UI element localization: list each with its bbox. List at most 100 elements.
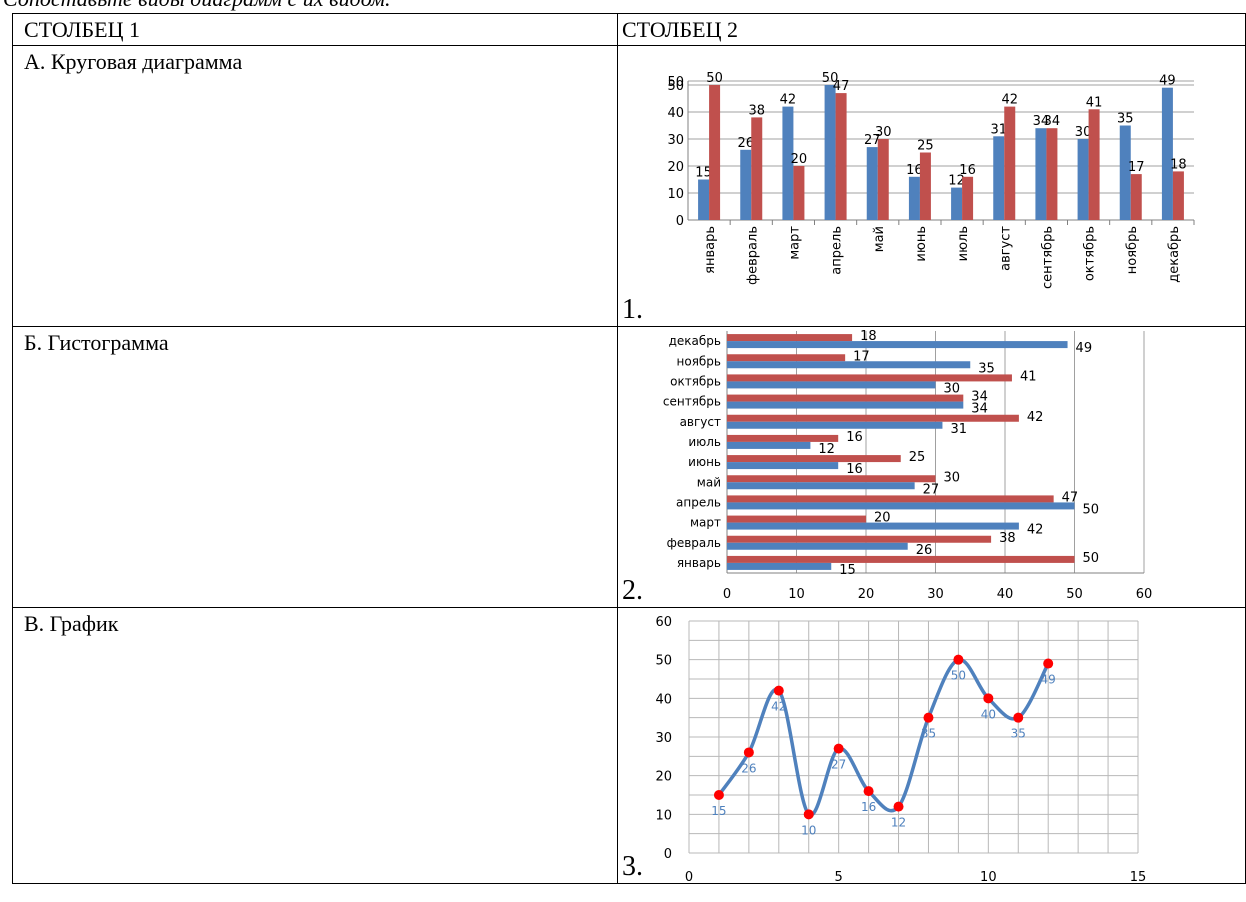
bar <box>698 179 710 220</box>
data-label: 35 <box>1011 727 1026 741</box>
data-label: 47 <box>1062 490 1079 505</box>
row-label-cell: А. Круговая диаграмма <box>12 45 618 327</box>
data-label: 17 <box>1128 160 1145 175</box>
table-header-row: СТОЛБЕЦ 1 СТОЛБЕЦ 2 <box>12 13 1246 46</box>
data-label: 41 <box>1086 95 1103 110</box>
bar <box>1172 171 1184 220</box>
bar <box>727 374 1012 382</box>
bar <box>727 361 971 369</box>
bar <box>727 542 908 550</box>
data-label: 50 <box>951 669 966 683</box>
data-label: 34 <box>971 402 988 417</box>
x-tick-label: июль <box>956 226 971 261</box>
bar <box>727 414 1019 422</box>
column-chart: 01020304050501550январь2638февраль4220ма… <box>667 71 1195 289</box>
bar <box>1046 128 1058 220</box>
data-label: 40 <box>981 707 996 721</box>
x-tick-label: сентябрь <box>1040 226 1055 289</box>
y-tick-label: август <box>680 415 721 429</box>
x-tick-label: январь <box>703 226 718 274</box>
data-point <box>773 685 784 696</box>
data-label: 30 <box>875 125 892 140</box>
data-label: 15 <box>839 563 856 578</box>
data-label: 35 <box>1117 112 1134 127</box>
y-tick-label: июль <box>688 435 721 449</box>
bar <box>1161 87 1173 220</box>
x-tick-label: август <box>998 226 1013 271</box>
y-tick-label: 30 <box>655 731 672 746</box>
bar <box>866 147 878 220</box>
data-point <box>1013 712 1024 723</box>
data-label: 12 <box>891 816 906 830</box>
chart-cell: 0 10 20 30 40 50 60 50 15 январь 38 26 февраль 20 42 ма… <box>617 326 1246 608</box>
data-label: 12 <box>948 174 965 189</box>
data-label: 27 <box>864 133 881 148</box>
data-label: 34 <box>1044 114 1061 129</box>
x-tick-label: 15 <box>1130 870 1147 883</box>
bar <box>1035 128 1047 220</box>
bar-chart: 0 10 20 30 40 50 60 50 15 январь 38 26 февраль 20 42 ма… <box>663 329 1152 602</box>
data-label: 18 <box>860 329 877 344</box>
data-label: 50 <box>822 71 839 86</box>
data-label: 30 <box>944 470 961 485</box>
data-label: 31 <box>990 122 1007 137</box>
x-tick-label: 10 <box>788 587 805 602</box>
y-tick-label: 20 <box>655 770 672 785</box>
data-label: 16 <box>906 163 923 178</box>
row-label-cell: Б. Гистограмма <box>12 326 618 608</box>
data-label: 20 <box>874 511 891 526</box>
data-label: 42 <box>780 93 797 108</box>
data-point <box>743 747 754 758</box>
y-tick-label: 10 <box>655 808 672 823</box>
bar <box>727 502 1075 510</box>
data-label: 15 <box>695 166 712 181</box>
y-tick-label: 0 <box>676 214 684 229</box>
data-label: 20 <box>791 152 808 167</box>
bar <box>727 421 943 429</box>
bar <box>727 555 1075 563</box>
data-point <box>953 654 964 665</box>
data-label: 49 <box>1076 341 1093 356</box>
bar <box>727 475 936 483</box>
x-tick-label: 0 <box>685 870 693 883</box>
x-tick-label: 20 <box>858 587 875 602</box>
data-point <box>1043 658 1054 669</box>
data-point <box>713 790 724 800</box>
y-tick-label: февраль <box>667 536 721 550</box>
x-tick-label: октябрь <box>1083 226 1098 281</box>
y-tick-label: ноябрь <box>677 354 722 368</box>
data-label: 41 <box>1020 369 1037 384</box>
x-tick-label: декабрь <box>1167 226 1182 283</box>
y-tick-label: 50 <box>667 75 684 90</box>
x-tick-label: 10 <box>980 870 997 883</box>
bar <box>727 522 1019 530</box>
y-tick-label: 50 <box>655 654 672 669</box>
header-column-2: СТОЛБЕЦ 2 <box>617 13 1246 46</box>
table-row: В. График 0 10 20 30 40 50 60 0 5 10 15 15 26 42 10 27 1… <box>12 607 1246 884</box>
data-label: 49 <box>1159 74 1176 89</box>
data-label: 10 <box>801 823 816 837</box>
bar <box>824 85 836 220</box>
bar <box>727 381 936 389</box>
data-point <box>893 801 904 812</box>
data-label: 50 <box>706 71 723 86</box>
y-tick-label: март <box>690 516 721 530</box>
table-row: А. Круговая диаграмма 0 10 20 30 40 50 50 15 50 я… <box>12 45 1246 327</box>
data-label: 16 <box>861 800 876 814</box>
chart-number: 2. <box>622 575 643 606</box>
bar <box>727 462 839 470</box>
data-point <box>923 712 934 723</box>
y-tick-label: 50 <box>667 79 684 94</box>
chart-cell: 0 10 20 30 40 50 50 15 50 январь 26 38 февраль 42 20 ма… <box>617 45 1246 327</box>
data-label: 16 <box>846 430 863 445</box>
data-label: 47 <box>833 79 850 94</box>
data-label: 25 <box>909 450 926 465</box>
x-tick-label: апрель <box>830 226 845 275</box>
bar <box>751 117 763 220</box>
bar <box>1077 139 1089 220</box>
row-label-cell: В. График <box>12 607 618 884</box>
data-label: 27 <box>831 758 846 772</box>
x-tick-label: 50 <box>1066 587 1083 602</box>
chart-cell: 0 10 20 30 40 50 60 0 5 10 15 15 26 42 10 27 16 12 35 50 40 3… <box>617 607 1246 884</box>
data-label: 30 <box>1075 125 1092 140</box>
